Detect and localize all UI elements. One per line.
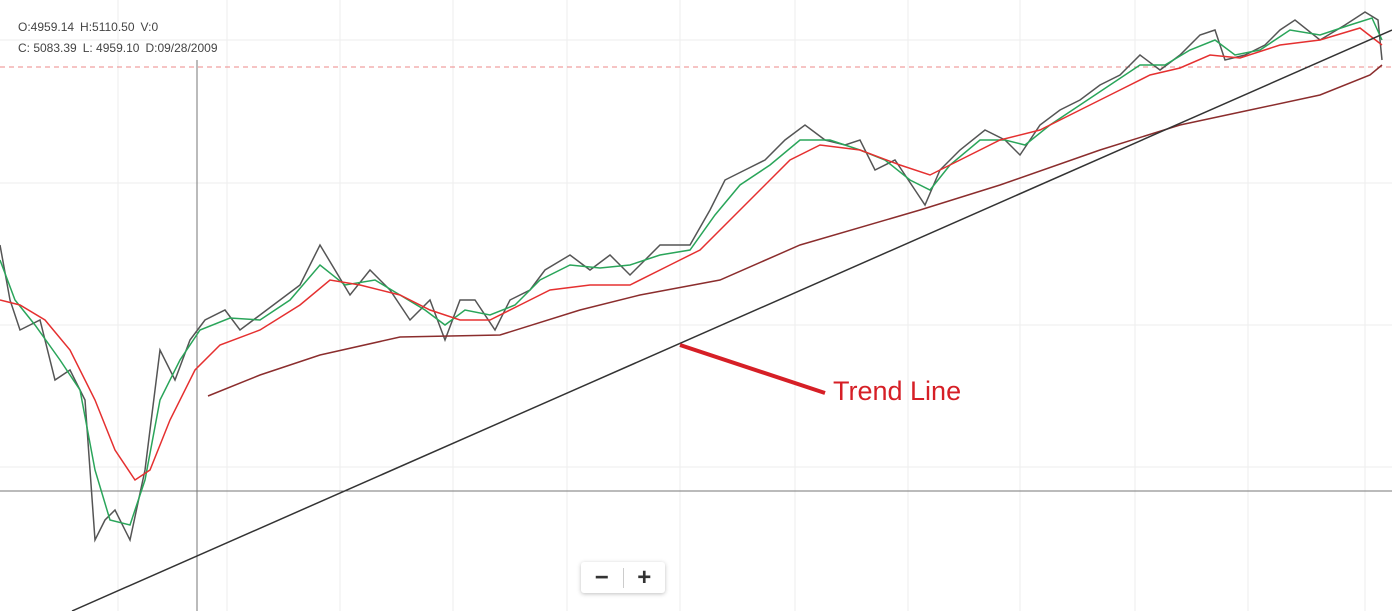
separator [622,567,624,588]
ohlc-legend-top: O:4959.14 H:5110.50 V:0 [18,20,164,34]
high: H:5110.50 [80,20,135,34]
ma-medium [0,27,1383,482]
low: L: 4959.10 [82,41,140,55]
ma-long [207,64,1383,397]
annotation-label: Trend Line [833,376,962,406]
zoom-control: − + [581,562,665,593]
zoom-out[interactable]: − [594,564,609,591]
price [0,11,1383,543]
annotation-arrow [679,343,826,395]
trend-line [71,29,1392,611]
ma-short [0,17,1383,526]
close: C: 5083.39 [18,41,77,55]
date: D:09/28/2009 [145,41,218,55]
ohlc-legend-bottom: C: 5083.39 L: 4959.10 D:09/28/2009 [18,41,224,55]
zoom-in[interactable]: + [637,564,652,591]
open: O:4959.14 [18,20,75,34]
volume: V:0 [140,20,159,34]
